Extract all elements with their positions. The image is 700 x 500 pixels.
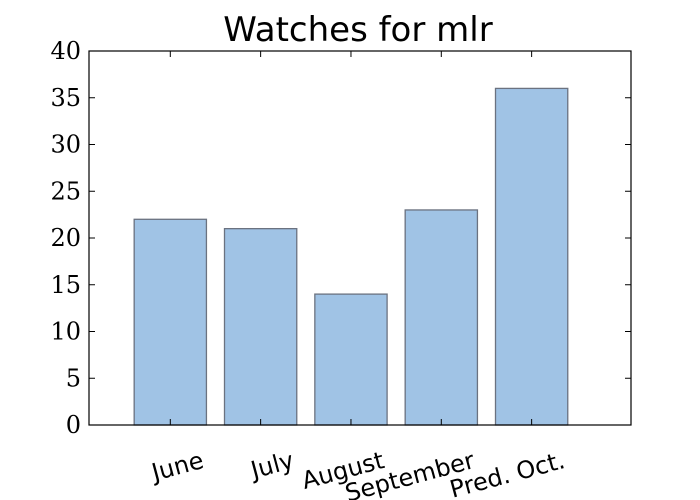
xtick-label: July [246,446,297,485]
ytick-label: 35 [50,84,81,112]
bar-pred-oct [494,87,569,426]
bar-september [404,209,479,426]
bar-july [223,227,298,426]
bars-layer [133,87,569,426]
ytick-label: 30 [50,131,81,159]
ytick-label: 20 [50,224,81,252]
xtick-label: June [147,446,207,487]
ytick-label: 40 [50,37,81,65]
ytick-label: 15 [50,271,81,299]
ytick-label: 5 [66,364,81,392]
bar-june [133,218,208,426]
ytick-label: 0 [66,411,81,439]
y-axis: 0 5 10 15 20 25 30 35 40 [50,37,631,439]
chart-title: Watches for mlr [223,10,492,50]
ytick-label: 25 [50,177,81,205]
bar-august [314,293,388,426]
ytick-label: 10 [50,318,81,346]
